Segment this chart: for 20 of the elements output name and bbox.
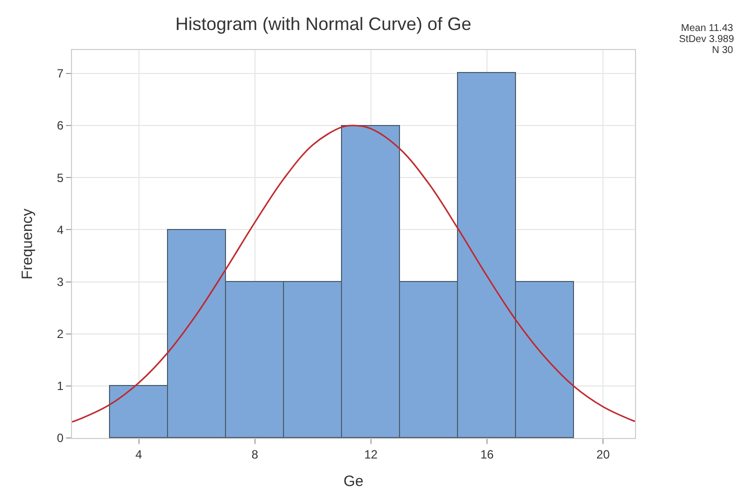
y-tick-label: 6 — [56, 118, 64, 133]
x-axis-title: Ge — [343, 473, 364, 490]
y-tick-label: 0 — [56, 431, 64, 446]
x-tick-label: 8 — [251, 447, 258, 462]
x-tick-label: 12 — [364, 447, 378, 462]
text: Mean 11.43 — [681, 23, 734, 34]
y-axis-title: Frequency — [19, 208, 36, 280]
text: N 30 — [712, 45, 734, 56]
y-tick-label: 7 — [56, 66, 64, 81]
text: StDev 3.989 — [679, 34, 734, 45]
line-series — [72, 124, 635, 423]
chart-title: Histogram (with Normal Curve) of Ge — [175, 14, 472, 34]
x-tick-label: 20 — [596, 447, 610, 462]
y-tick-label: 1 — [56, 379, 64, 394]
x-tick-label: 16 — [480, 447, 494, 462]
x-tick-label: 4 — [135, 447, 142, 462]
y-tick-label: 5 — [56, 170, 64, 185]
y-tick-label: 3 — [56, 274, 64, 289]
y-tick-label: 4 — [56, 222, 64, 237]
y-tick-label: 2 — [56, 327, 64, 342]
